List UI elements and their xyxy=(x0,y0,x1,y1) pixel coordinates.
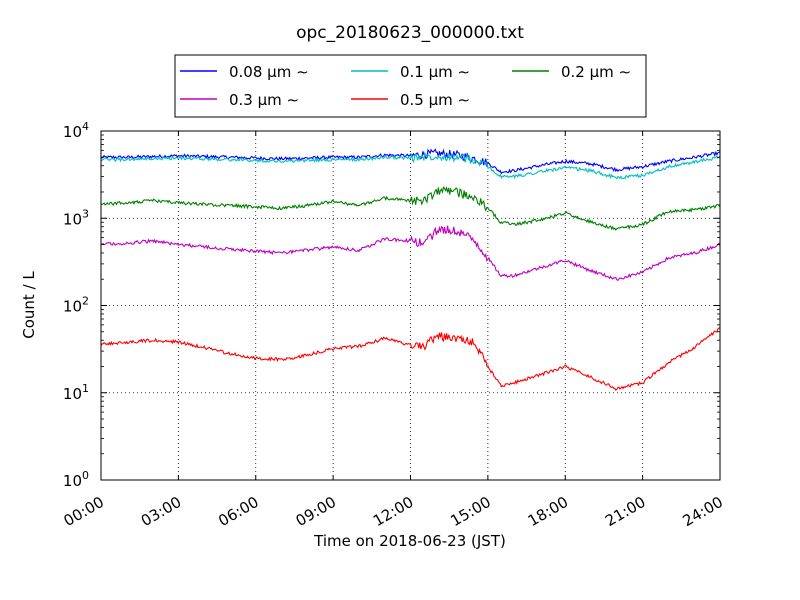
plot-background xyxy=(101,131,720,480)
y-tick-label: 102 xyxy=(63,295,89,316)
y-tick-label: 104 xyxy=(63,120,89,141)
plot-area xyxy=(100,130,721,481)
series-line xyxy=(100,225,721,282)
x-tick-label: 24:00 xyxy=(680,493,726,530)
chart-title: opc_20180623_000000.txt xyxy=(296,23,524,43)
legend-box xyxy=(174,54,647,118)
legend-label: 0.2 μm ∼ xyxy=(561,63,631,81)
x-tick-label: 12:00 xyxy=(370,493,416,530)
y-tick-labels: 100 101 102 103 104 xyxy=(63,120,89,490)
legend-label: 0.1 μm ∼ xyxy=(400,63,470,81)
y-axis-label: Count / L xyxy=(20,271,38,339)
series-line xyxy=(100,148,721,175)
series-line xyxy=(100,327,721,391)
series-line xyxy=(100,185,721,231)
x-tick-label: 03:00 xyxy=(138,493,184,530)
series-line xyxy=(100,151,721,180)
y-tick-label: 100 xyxy=(63,469,89,490)
x-tick-label: 21:00 xyxy=(602,493,648,530)
x-tick-label: 15:00 xyxy=(447,493,493,530)
x-tick-label: 00:00 xyxy=(61,493,107,530)
series-lines xyxy=(100,148,721,391)
plot-frame xyxy=(100,130,721,481)
x-tick-label: 06:00 xyxy=(215,493,261,530)
y-tick-label: 101 xyxy=(63,382,89,403)
y-tick-label: 103 xyxy=(63,207,89,228)
x-tick-labels: 00:00 03:00 06:00 09:00 12:00 15:00 18:00 21:00… xyxy=(61,493,726,530)
x-tick-label: 09:00 xyxy=(293,493,339,530)
legend-label: 0.3 μm ∼ xyxy=(229,91,299,109)
legend-label: 0.5 μm ∼ xyxy=(400,91,470,109)
x-tick-label: 18:00 xyxy=(525,493,571,530)
x-axis-label: Time on 2018-06-23 (JST) xyxy=(313,532,506,550)
legend-label: 0.08 μm ∼ xyxy=(229,63,309,81)
legend: 0.08 μm ∼ 0.1 μm ∼ 0.2 μm ∼ 0.3 μm ∼ 0.5 μm … xyxy=(174,54,647,118)
